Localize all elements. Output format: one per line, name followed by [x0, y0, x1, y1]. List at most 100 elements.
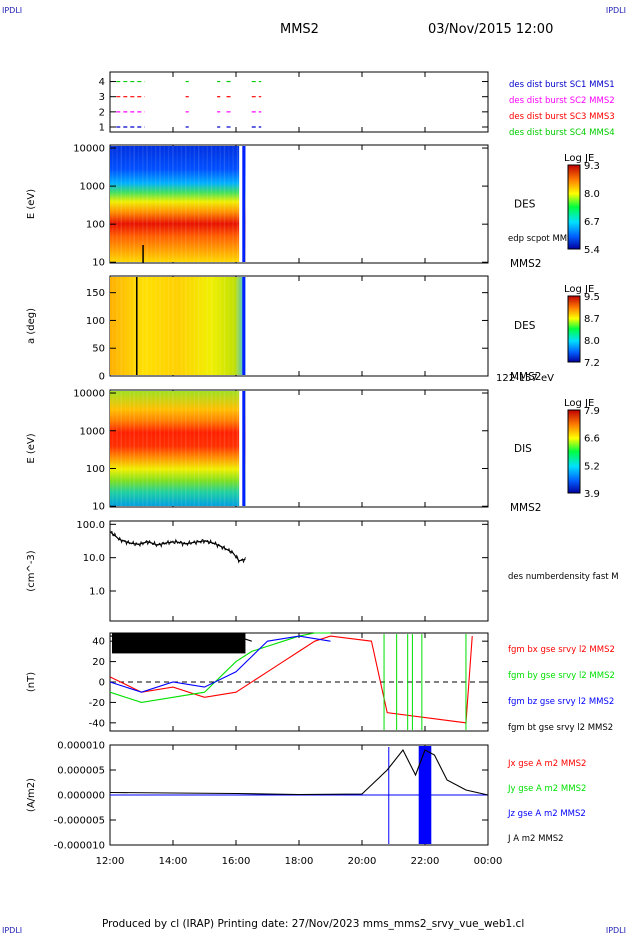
corner-label-tl: IPDLI — [2, 6, 23, 15]
bfield-ytick-label: -40 — [89, 718, 105, 729]
des-energy-striation — [185, 146, 187, 262]
des-energy-ylabel: E (eV) — [26, 189, 37, 219]
dis-energy-colorbar-tick-label: 5.2 — [584, 461, 600, 472]
des-pitch-striation — [150, 277, 153, 375]
des-pitch-colorbar-tick-label: 7.2 — [584, 358, 600, 369]
bfield-ytick-label: -20 — [89, 698, 105, 709]
bfield-line-by — [109, 632, 331, 703]
des-pitch-striation — [228, 277, 230, 375]
des-pitch-edge — [242, 277, 246, 375]
des-energy-striation — [163, 146, 165, 262]
dis-energy-ytick-label: 100 — [86, 464, 105, 475]
des-energy-heatmap — [110, 146, 246, 262]
des-pitch-ytick-label: 50 — [92, 344, 105, 355]
des-pitch-striation — [180, 277, 183, 375]
current-ylabel: (A/m2) — [26, 778, 37, 812]
dis-energy-colorbar-tick-label: 6.6 — [584, 434, 600, 445]
current-ytick-label: 0.000005 — [57, 766, 105, 777]
time-axis-label: 00:00 — [474, 856, 503, 867]
dis-energy-striation — [189, 391, 191, 506]
des-pitch-colorbar-tick-label: 9.5 — [584, 292, 600, 303]
burst-panel-ytick-label: 4 — [99, 77, 105, 88]
des-energy-striation — [137, 146, 140, 262]
des-energy-colorbar-tick-label: 9.3 — [584, 161, 600, 172]
des-energy-striation — [228, 146, 230, 262]
des-pitch-striation — [193, 277, 196, 375]
des-energy-striation — [223, 146, 226, 262]
des-pitch-striation — [124, 277, 127, 375]
dis-energy-gap — [239, 391, 244, 506]
des-energy-ytick-label: 10000 — [73, 144, 105, 155]
des-pitch-striation — [137, 277, 140, 375]
des-energy-mission-label: MMS2 — [510, 258, 541, 270]
des-energy-striation — [129, 146, 131, 262]
des-energy-striation — [112, 146, 114, 262]
dis-energy-instrument-label: DIS — [514, 443, 532, 455]
des-pitch-striation — [155, 277, 157, 375]
dis-energy-striation — [228, 391, 230, 506]
dis-energy-striation — [167, 391, 170, 506]
time-axis-label: 12:00 — [96, 856, 125, 867]
des-pitch-colorbar-title: Log JE — [564, 284, 594, 295]
current-legend-label: Jz gse A m2 MMS2 — [507, 809, 586, 819]
des-pitch-striation — [189, 277, 191, 375]
des-energy-striation — [167, 146, 170, 262]
dis-energy-striation — [137, 391, 140, 506]
des-energy-striation — [142, 146, 144, 262]
density-frame — [109, 520, 489, 622]
corner-label-br: IPDLI — [605, 926, 626, 935]
dis-energy-striation — [142, 391, 144, 506]
dis-energy-edge — [242, 391, 246, 506]
des-pitch-striation — [142, 277, 144, 375]
current-jz-burst — [418, 746, 432, 844]
des-pitch-striation — [129, 277, 131, 375]
dis-energy-ytick-label: 10 — [92, 502, 105, 513]
spacecraft-title: MMS2 — [280, 22, 319, 37]
dis-energy-striation — [193, 391, 196, 506]
des-energy-colorbar-tick-label: 6.7 — [584, 217, 600, 228]
des-energy-striation — [219, 146, 221, 262]
des-pitch-striation — [116, 277, 118, 375]
des-pitch-striation — [215, 277, 217, 375]
des-pitch-striation — [236, 277, 239, 375]
des-pitch-mission-label: MMS2 — [510, 371, 541, 383]
dis-energy-striation — [172, 391, 174, 506]
des-pitch-striation — [120, 277, 122, 375]
dis-energy-striation — [146, 391, 148, 506]
dis-energy-striation — [159, 391, 161, 506]
des-pitch-striation — [146, 277, 148, 375]
des-energy-gap — [239, 146, 244, 262]
bfield-legend-label: fgm by gse srvy l2 MMS2 — [508, 671, 615, 681]
des-pitch-heatmap — [110, 277, 246, 375]
footer-text: Produced by cl (IRAP) Printing date: 27/… — [102, 918, 525, 930]
dis-energy-striation — [129, 391, 131, 506]
dis-energy-striation — [124, 391, 127, 506]
bfield-ytick-label: 40 — [92, 637, 105, 648]
burst-legend-label: des dist burst SC4 MMS4 — [509, 128, 615, 138]
des-energy-striation — [202, 146, 204, 262]
dis-energy-striation — [185, 391, 187, 506]
des-pitch-striation — [133, 277, 135, 375]
dis-energy-striation — [180, 391, 183, 506]
des-energy-colorbar-tick-label: 5.4 — [584, 245, 600, 256]
dis-energy-striation — [202, 391, 204, 506]
dis-energy-ytick-label: 1000 — [80, 426, 105, 437]
des-energy-striation — [176, 146, 178, 262]
current-legend-label: Jx gse A m2 MMS2 — [507, 759, 586, 769]
des-energy-striation — [172, 146, 174, 262]
dis-energy-striation — [150, 391, 153, 506]
bfield-legend-label: fgm bx gse srvy l2 MMS2 — [508, 645, 615, 655]
density-noise — [109, 530, 246, 564]
time-axis-label: 14:00 — [159, 856, 188, 867]
des-energy-striation — [133, 146, 135, 262]
des-energy-ytick-label: 100 — [86, 220, 105, 231]
dis-energy-striation — [112, 391, 114, 506]
des-energy-striation — [215, 146, 217, 262]
current-legend-label: Jy gse A m2 MMS2 — [507, 784, 586, 794]
des-pitch-striation — [210, 277, 213, 375]
des-pitch-striation — [202, 277, 204, 375]
dis-energy-colorbar — [567, 409, 581, 494]
des-energy-ytick-label: 10 — [92, 258, 105, 269]
des-energy-striation — [236, 146, 239, 262]
